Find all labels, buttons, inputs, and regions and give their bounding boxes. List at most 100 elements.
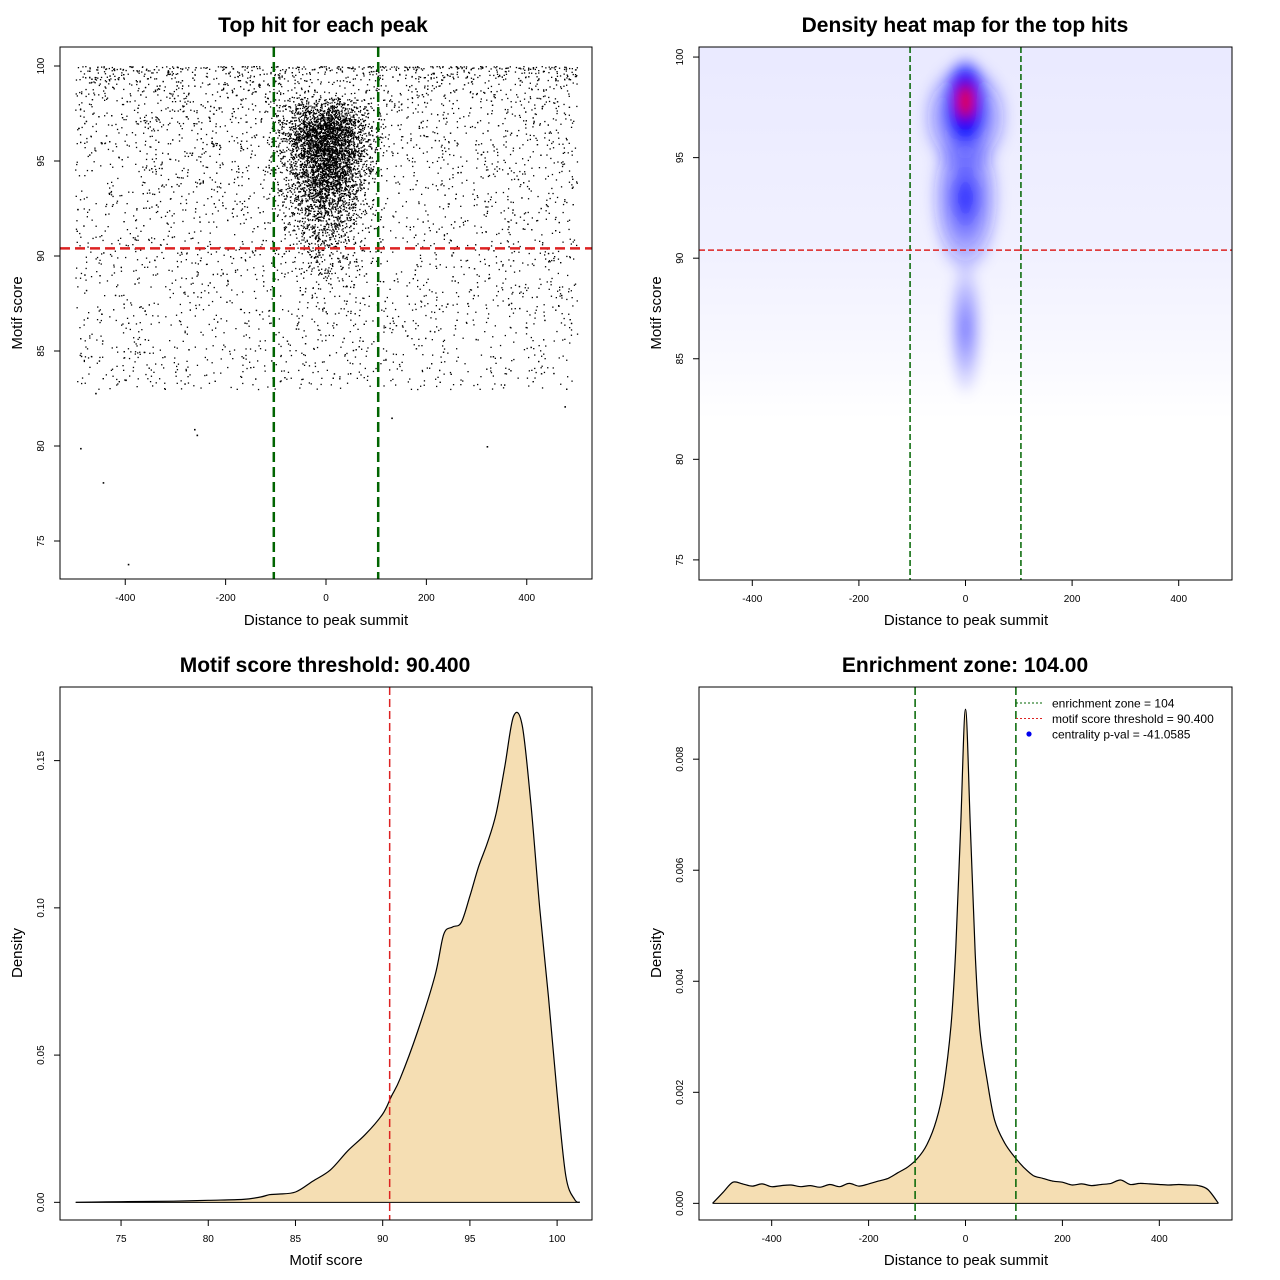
scatter-point [93, 81, 95, 83]
scatter-point [531, 72, 533, 74]
scatter-point [365, 116, 367, 118]
scatter-point [314, 184, 316, 187]
scatter-point [294, 82, 296, 85]
scatter-point [225, 73, 227, 75]
scatter-point [544, 132, 546, 134]
scatter-point [469, 289, 472, 291]
scatter-point [307, 156, 310, 158]
scatter-point [560, 383, 562, 385]
scatter-point [125, 256, 127, 259]
scatter-point [152, 346, 154, 348]
scatter-point [442, 104, 445, 107]
scatter-point [295, 132, 297, 134]
scatter-point [343, 152, 345, 154]
scatter-point [343, 193, 346, 196]
scatter-point [352, 116, 354, 118]
scatter-point [76, 307, 78, 309]
scatter-point [320, 196, 322, 198]
scatter-point [415, 78, 417, 80]
scatter-point [317, 232, 319, 234]
scatter-point [343, 235, 345, 237]
scatter-point [567, 376, 569, 378]
scatter-point [529, 97, 532, 100]
scatter-point [293, 97, 295, 99]
scatter-point [95, 258, 97, 260]
scatter-point [576, 83, 578, 85]
scatter-point [391, 95, 393, 97]
scatter-point [333, 144, 335, 146]
scatter-point [134, 238, 136, 241]
scatter-point [312, 208, 315, 210]
scatter-point [544, 266, 547, 268]
scatter-point [444, 97, 447, 99]
scatter-point [289, 106, 291, 108]
scatter-point [344, 200, 346, 202]
scatter-point [395, 68, 397, 70]
scatter-point [202, 334, 204, 336]
scatter-point [338, 295, 341, 297]
scatter-point [222, 66, 224, 69]
scatter-point [543, 90, 545, 92]
scatter-point [336, 158, 338, 161]
scatter-point [309, 150, 311, 152]
scatter-point [354, 204, 357, 206]
scatter-point [277, 66, 279, 68]
scatter-point [223, 68, 225, 70]
scatter-point [409, 66, 411, 68]
scatter-point [315, 149, 317, 152]
scatter-point [244, 206, 246, 208]
scatter-point [355, 102, 357, 104]
scatter-point [315, 180, 317, 182]
scatter-point [316, 175, 318, 177]
scatter-point [346, 161, 348, 164]
scatter-point [315, 125, 317, 127]
scatter-point [240, 103, 242, 105]
scatter-point [126, 115, 128, 117]
scatter-point [321, 261, 323, 263]
scatter-point [505, 146, 507, 148]
scatter-point [290, 171, 292, 174]
scatter-point [435, 305, 437, 307]
scatter-point [207, 84, 209, 86]
scatter-point [315, 171, 317, 173]
scatter-point [317, 157, 319, 159]
scatter-point [330, 162, 332, 164]
scatter-point [84, 175, 86, 177]
scatter-point [340, 166, 342, 168]
scatter-point [208, 292, 210, 294]
scatter-point [347, 104, 349, 106]
scatter-point [123, 119, 125, 121]
scatter-point [314, 141, 316, 144]
scatter-point [343, 143, 345, 145]
scatter-point [480, 226, 482, 228]
scatter-point [302, 107, 304, 109]
scatter-point [549, 197, 551, 200]
scatter-point [418, 78, 420, 80]
scatter-point [351, 111, 353, 113]
scatter-point [205, 213, 207, 215]
scatter-point [344, 220, 346, 222]
scatter-point [477, 76, 479, 79]
scatter-point [324, 164, 326, 167]
scatter-point [411, 338, 413, 340]
scatter-point [323, 135, 325, 137]
scatter-point [302, 130, 304, 132]
scatter-point [315, 152, 317, 154]
scatter-point [361, 229, 364, 232]
scatter-point [399, 92, 401, 95]
scatter-point [281, 132, 283, 134]
scatter-point [307, 172, 309, 174]
scatter-point [511, 252, 513, 254]
scatter-point [178, 160, 180, 162]
scatter-point [490, 139, 492, 141]
scatter-point [329, 291, 331, 293]
scatter-point [339, 129, 341, 131]
scatter-point [308, 150, 310, 153]
scatter-point [306, 119, 308, 121]
scatter-point [350, 172, 352, 174]
scatter-point [355, 181, 357, 183]
scatter-point [385, 350, 388, 352]
scatter-point [161, 126, 163, 128]
scatter-point [323, 204, 325, 207]
scatter-point [528, 87, 530, 89]
